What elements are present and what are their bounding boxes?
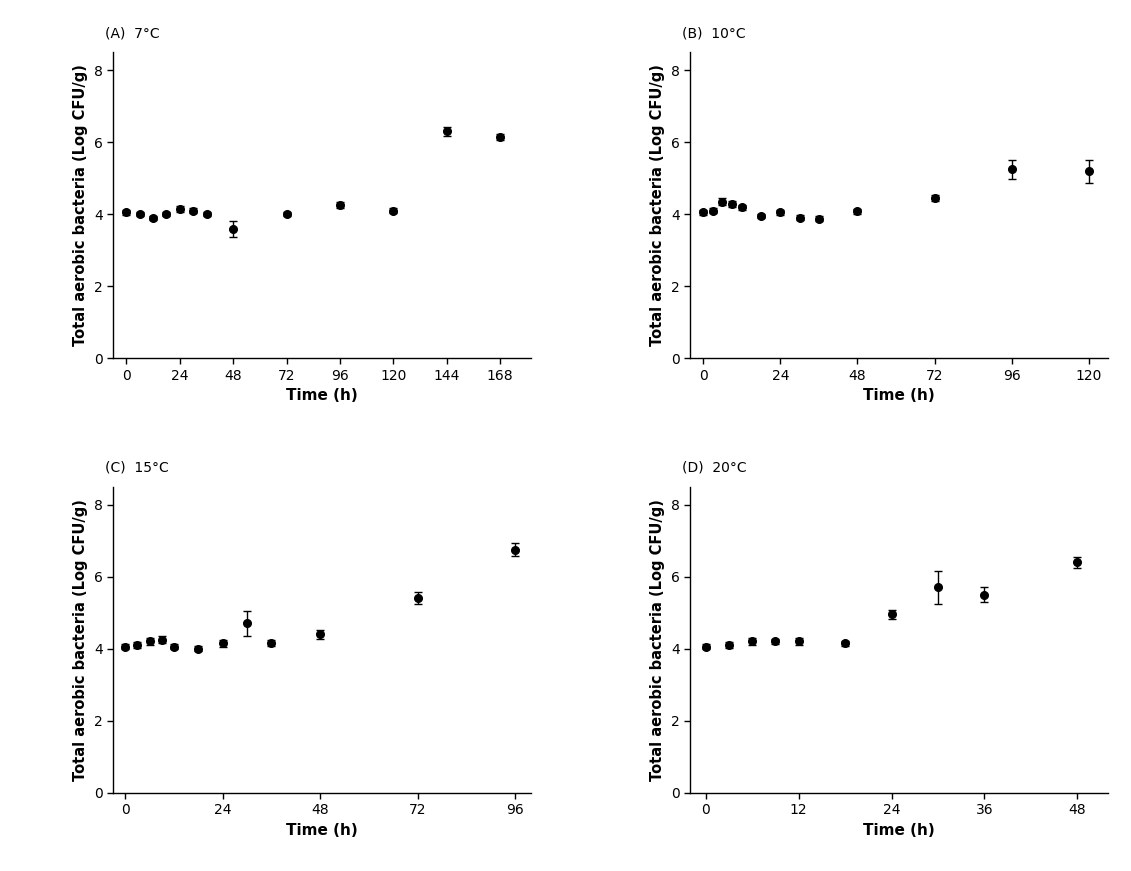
X-axis label: Time (h): Time (h) bbox=[863, 822, 935, 838]
Text: (D)  20°C: (D) 20°C bbox=[682, 461, 746, 475]
X-axis label: Time (h): Time (h) bbox=[286, 822, 359, 838]
Y-axis label: Total aerobic bacteria (Log CFU/g): Total aerobic bacteria (Log CFU/g) bbox=[74, 64, 88, 346]
X-axis label: Time (h): Time (h) bbox=[863, 388, 935, 403]
Text: (A)  7°C: (A) 7°C bbox=[105, 26, 159, 40]
Text: (C)  15°C: (C) 15°C bbox=[105, 461, 169, 475]
Y-axis label: Total aerobic bacteria (Log CFU/g): Total aerobic bacteria (Log CFU/g) bbox=[74, 499, 88, 780]
Y-axis label: Total aerobic bacteria (Log CFU/g): Total aerobic bacteria (Log CFU/g) bbox=[650, 64, 665, 346]
Y-axis label: Total aerobic bacteria (Log CFU/g): Total aerobic bacteria (Log CFU/g) bbox=[650, 499, 665, 780]
Text: (B)  10°C: (B) 10°C bbox=[682, 26, 745, 40]
X-axis label: Time (h): Time (h) bbox=[286, 388, 359, 403]
